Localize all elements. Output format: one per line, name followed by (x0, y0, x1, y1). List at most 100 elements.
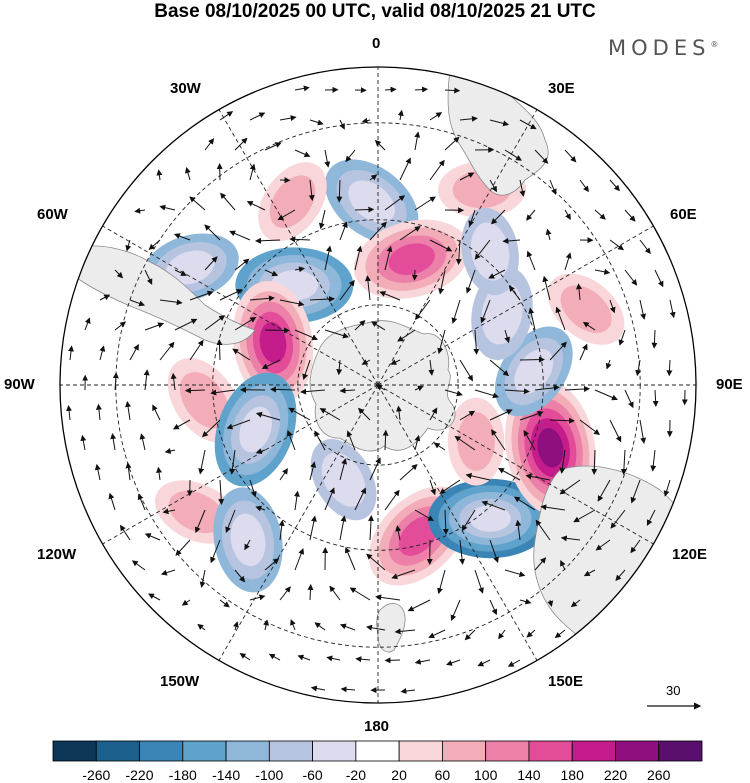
anomaly-contour (470, 222, 510, 281)
wind-vector (310, 685, 326, 692)
lon-label-60e: 60E (670, 206, 697, 223)
wind-vector (279, 115, 297, 122)
wind-vector (414, 434, 421, 451)
wind-vector (364, 275, 371, 301)
wind-vector (442, 509, 449, 535)
wind-vector (407, 599, 431, 612)
wind-vector (371, 321, 386, 331)
wind-vector (263, 619, 269, 631)
wind-vector (498, 468, 521, 481)
wind-vector (219, 289, 243, 301)
wind-vector (450, 599, 461, 622)
wind-vector (564, 149, 577, 163)
wind-vector (446, 659, 461, 666)
lon-label-90w: 90W (4, 376, 35, 393)
colorbar-swatch (441, 740, 487, 762)
wind-vector (232, 621, 239, 631)
wind-vector (429, 159, 445, 181)
wind-vector (504, 388, 530, 395)
wind-vector (468, 209, 476, 227)
wind-vector (595, 539, 611, 551)
colorbar-label: -180 (168, 767, 197, 783)
wind-vector (635, 359, 642, 377)
wind-vector (339, 387, 356, 394)
wind-vector (624, 209, 636, 222)
wind-vector (286, 429, 296, 451)
wind-vector (575, 283, 582, 301)
wind-vector (491, 209, 506, 225)
wind-vector (129, 299, 146, 307)
wind-vector (455, 239, 462, 265)
wind-vector (615, 569, 626, 582)
wind-vector (609, 419, 622, 443)
wind-vector (324, 487, 335, 511)
wind-vector (172, 419, 191, 430)
wind-vector (249, 594, 266, 601)
wind-vector (68, 345, 74, 361)
colorbar-label: 180 (560, 767, 584, 783)
wind-vector (279, 299, 305, 307)
wind-vector (340, 686, 356, 693)
wind-vector (174, 318, 198, 331)
wind-vector (535, 519, 551, 541)
wind-vector (314, 430, 326, 451)
wind-vector (307, 583, 314, 601)
wind-vector (204, 315, 226, 331)
wind-vector (366, 624, 386, 631)
wind-vector (173, 233, 191, 241)
wind-vector (152, 404, 161, 421)
wind-vector (125, 239, 132, 252)
wind-vector (534, 384, 560, 391)
wind-vector (210, 389, 236, 396)
wind-vector (309, 461, 317, 481)
wind-vector (519, 179, 526, 197)
wind-vector (119, 524, 131, 541)
wind-vector (361, 359, 371, 365)
wind-vector (519, 356, 545, 363)
wind-vector (314, 622, 326, 631)
wind-vector (264, 327, 290, 334)
wind-vector (143, 369, 150, 391)
wind-vector (663, 479, 671, 497)
wind-vector (144, 322, 165, 331)
wind-vector (669, 299, 676, 319)
wind-vector (379, 291, 401, 301)
wind-vector (414, 385, 424, 392)
wind-vector (144, 269, 153, 285)
wind-vector (197, 623, 206, 631)
wind-vector (249, 163, 256, 181)
wind-vector (204, 138, 215, 151)
anomaly-contour (560, 285, 612, 333)
wind-vector (630, 479, 641, 504)
colorbar-label: -20 (345, 767, 367, 783)
wind-vector (294, 149, 311, 158)
wind-vector (519, 410, 544, 421)
wind-vector (289, 236, 311, 243)
wind-vector (108, 492, 116, 511)
wind-vector (66, 405, 73, 421)
wind-vector (579, 343, 588, 361)
lon-label-30w: 30W (170, 80, 201, 97)
wind-vector (148, 239, 161, 250)
wind-vector (397, 109, 404, 121)
wind-vector (414, 196, 436, 211)
wind-vector (559, 449, 566, 474)
wind-vector (549, 179, 557, 196)
wind-vector (639, 239, 651, 255)
wind-vector (374, 139, 386, 151)
wind-vector (189, 290, 214, 301)
wind-vector (361, 117, 371, 124)
wind-vector (438, 269, 446, 295)
wind-vector (433, 442, 446, 451)
wind-vector (415, 299, 431, 321)
wind-vector (594, 209, 606, 220)
wind-vector (609, 179, 620, 192)
wind-vector (189, 196, 206, 211)
wind-vector (175, 539, 191, 556)
wind-vector (384, 86, 397, 93)
wind-vector (549, 341, 567, 361)
wind-vector (294, 548, 305, 571)
wind-vector (652, 389, 659, 407)
anomaly-contour (348, 180, 395, 223)
wind-vector (414, 131, 421, 151)
